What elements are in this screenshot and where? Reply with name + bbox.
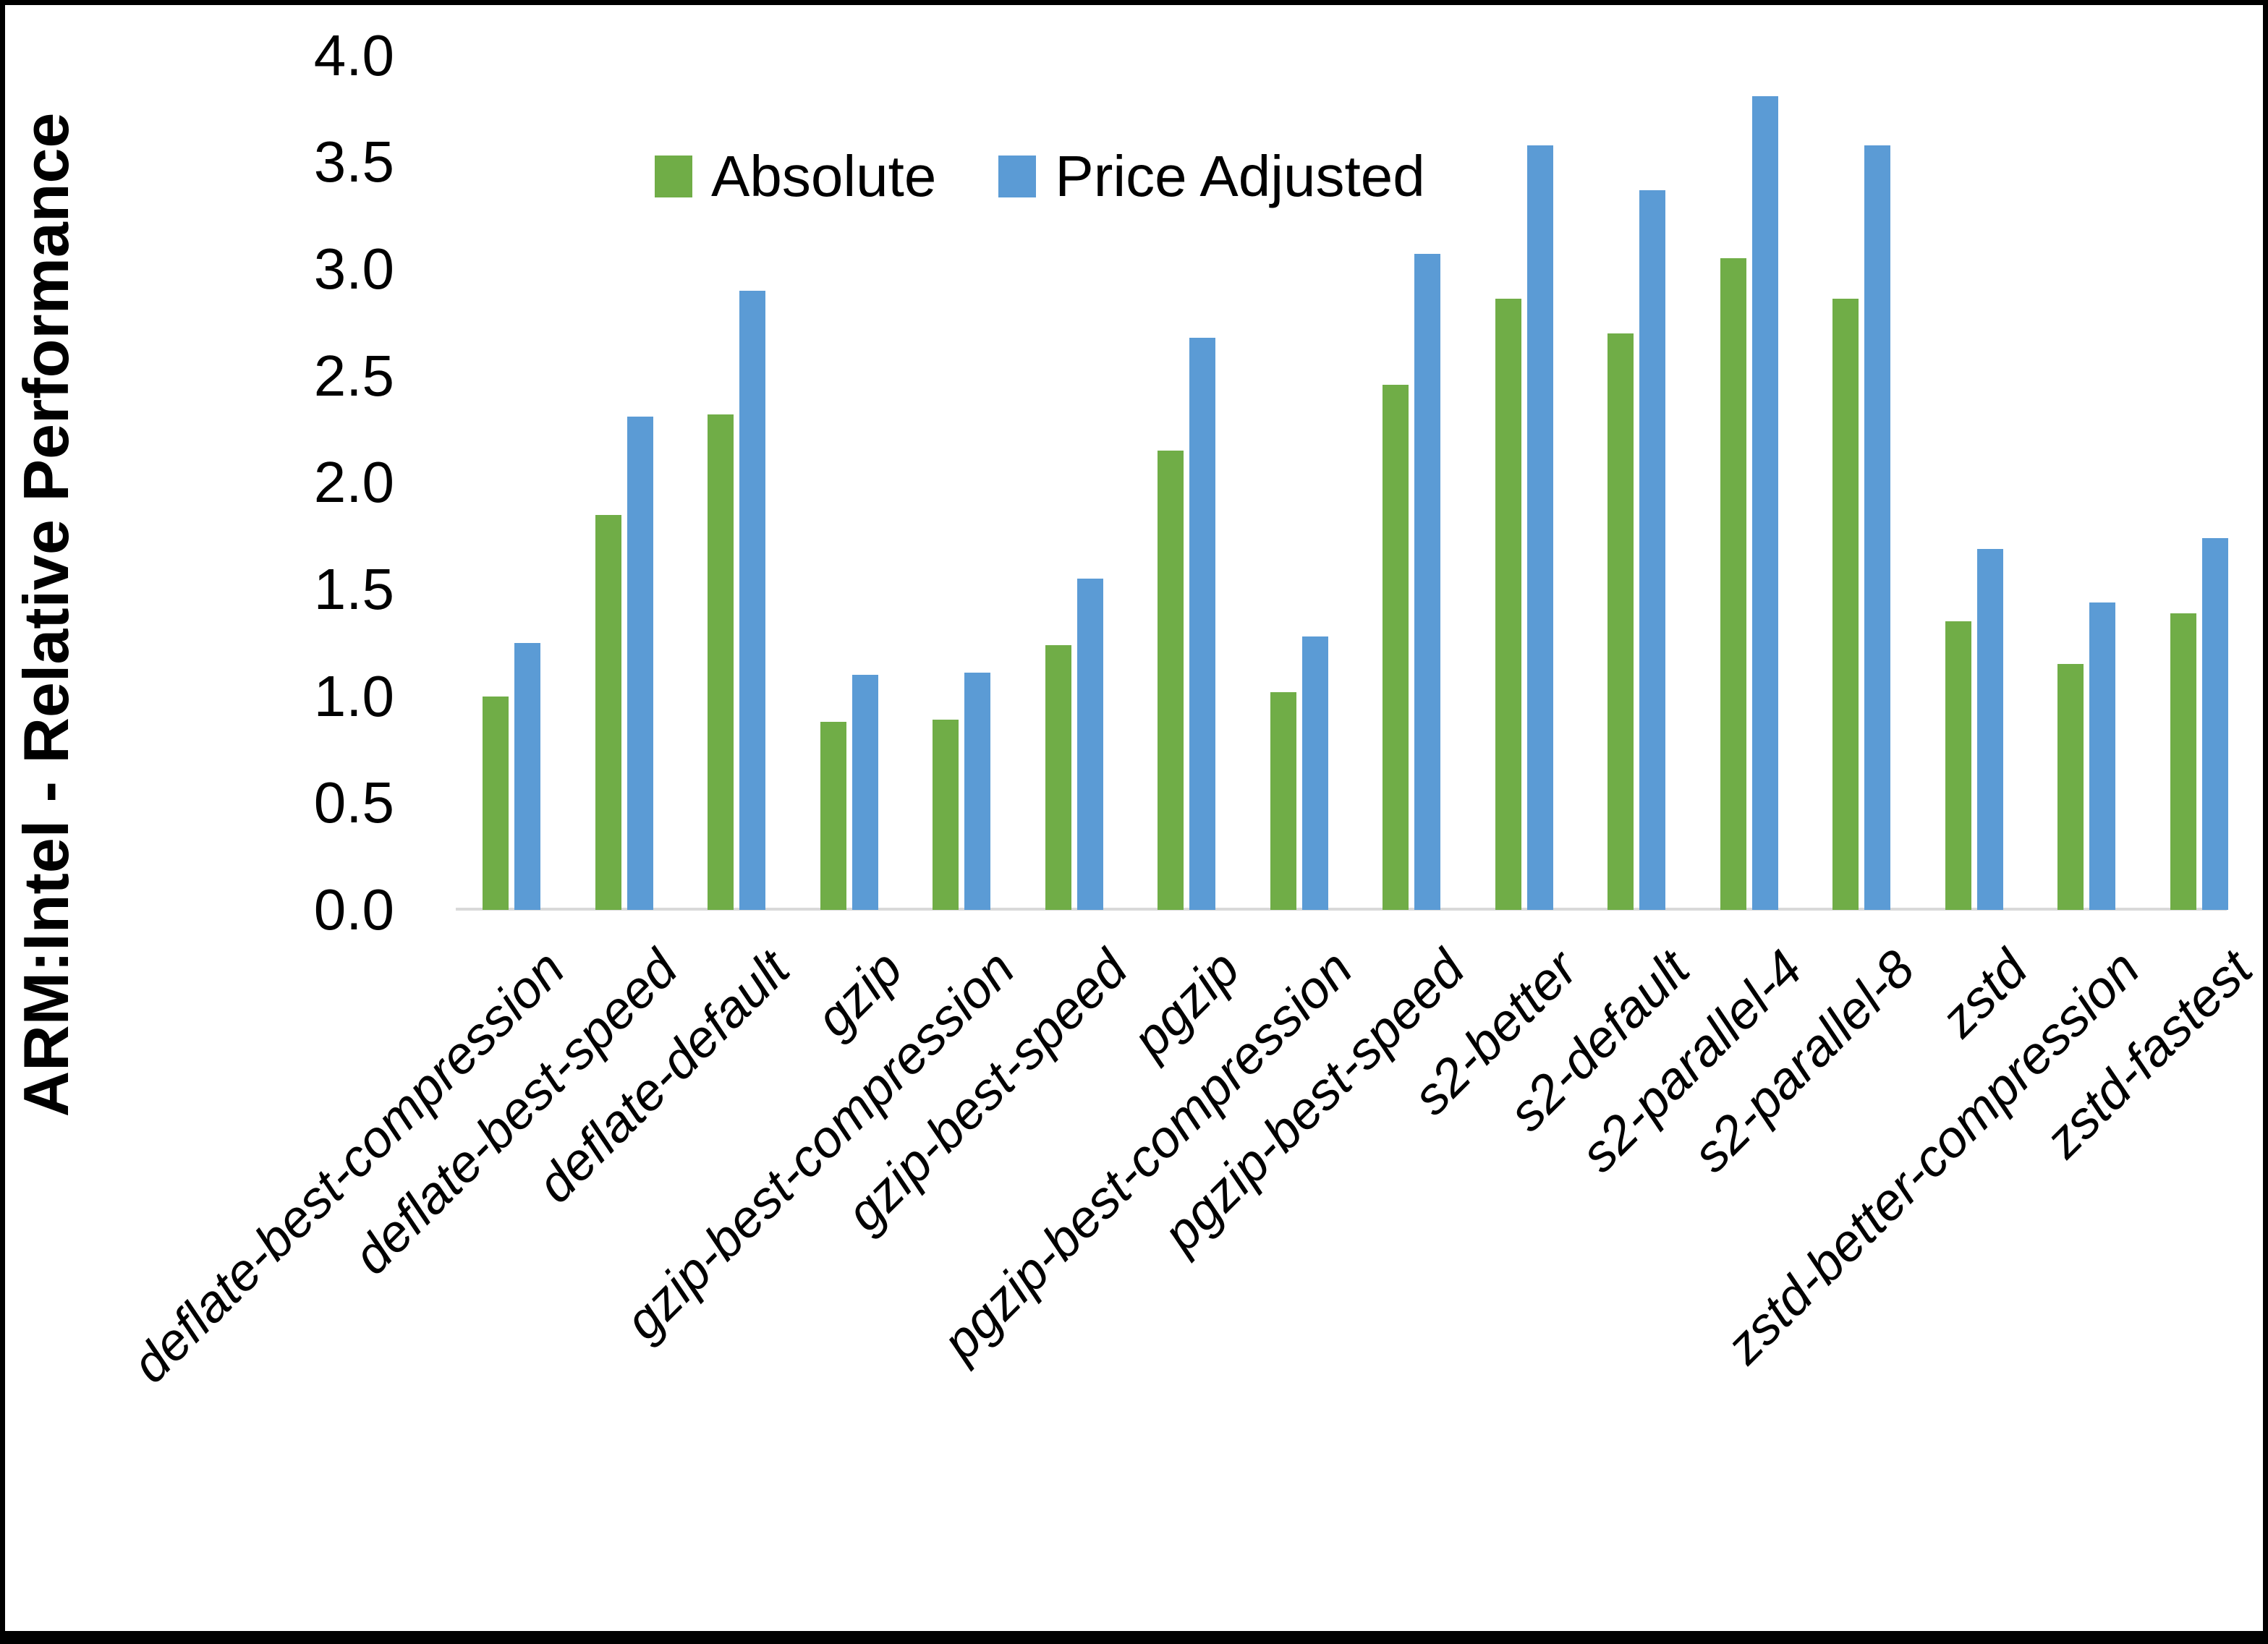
bar-zstd-better-compression-price-adjusted [2089,602,2115,910]
y-axis-title: ARM:Intel - Relative Performance [10,112,82,1117]
legend-swatch-absolute [655,156,692,197]
bar-gzip-best-speed-price-adjusted [1076,579,1103,910]
bar-zstd-absolute [1945,621,1971,910]
y-tick-label-0.0: 0.0 [313,877,394,942]
bar-deflate-best-speed-absolute [595,514,621,910]
bar-gzip-best-compression-absolute [933,720,959,910]
y-tick-label-0.5: 0.5 [313,770,394,835]
bar-gzip-price-adjusted [851,675,878,910]
bar-pgzip-price-adjusted [1189,337,1215,910]
y-tick-label-4.0: 4.0 [313,22,394,88]
bar-s2-better-price-adjusted [1526,145,1553,910]
x-axis-line [456,908,2227,911]
bar-gzip-best-compression-price-adjusted [964,673,990,910]
bar-pgzip-best-speed-price-adjusted [1414,254,1440,910]
bar-deflate-best-compression-absolute [483,696,509,910]
legend-swatch-price-adjusted [998,156,1037,197]
frame-border-bottom [0,1631,2268,1644]
bar-s2-parallel-4-price-adjusted [1751,95,1778,910]
legend-label-price-adjusted: Price Adjusted [1055,144,1425,208]
bar-deflate-default-absolute [708,414,734,910]
bar-zstd-better-compression-absolute [2057,664,2084,910]
bar-pgzip-best-speed-absolute [1383,384,1409,910]
bar-pgzip-absolute [1158,451,1184,910]
bar-zstd-fastest-price-adjusted [2201,538,2228,910]
bar-s2-parallel-8-price-adjusted [1864,145,1890,910]
legend-label-absolute: Absolute [711,144,937,208]
bar-s2-default-price-adjusted [1639,189,1665,910]
bar-deflate-best-speed-price-adjusted [627,416,653,910]
bar-deflate-default-price-adjusted [739,290,765,910]
bar-deflate-best-compression-price-adjusted [514,642,540,910]
bar-zstd-price-adjusted [1976,548,2003,910]
bar-gzip-absolute [820,722,846,910]
y-tick-label-3.0: 3.0 [313,237,394,302]
bar-s2-parallel-4-absolute [1720,258,1746,910]
y-tick-label-1.0: 1.0 [313,663,394,728]
bar-pgzip-best-compression-absolute [1270,691,1296,910]
frame-border-right [2263,0,2268,1644]
bar-s2-parallel-8-absolute [1832,299,1859,910]
bar-s2-better-absolute [1495,299,1521,910]
y-tick-label-3.5: 3.5 [313,129,394,195]
legend-item-price-adjusted: Price Adjusted [998,144,1425,208]
legend-item-absolute: Absolute [655,148,936,205]
bar-s2-default-absolute [1607,333,1634,910]
bar-gzip-best-speed-absolute [1045,644,1071,910]
chart-legend: Absolute Price Adjusted [655,148,1425,205]
bar-pgzip-best-compression-price-adjusted [1301,636,1328,910]
frame-border-top [0,0,2268,5]
frame-border-left [0,0,5,1644]
bar-zstd-fastest-absolute [2170,613,2196,910]
y-tick-label-1.5: 1.5 [313,557,394,622]
y-tick-label-2.5: 2.5 [313,343,394,408]
y-tick-label-2.0: 2.0 [313,450,394,515]
